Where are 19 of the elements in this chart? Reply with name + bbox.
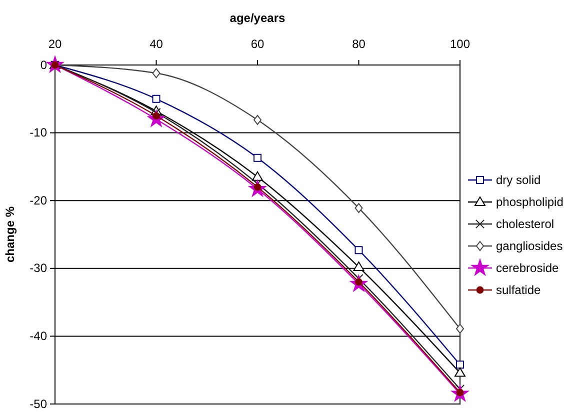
x-tick-label: 20	[48, 37, 62, 51]
y-tick-label: -30	[30, 261, 48, 276]
legend-label: sulfatide	[496, 283, 542, 297]
legend-label: phospholipid	[496, 195, 564, 209]
y-tick-label: -20	[30, 193, 48, 208]
legend-label: dry solid	[496, 173, 541, 187]
x-tick-label: 100	[450, 37, 470, 51]
legend-label: cholesterol	[496, 217, 554, 231]
x-tick-label: 40	[150, 37, 164, 51]
legend-label: cerebroside	[496, 261, 560, 275]
x-tick-label: 60	[250, 37, 264, 51]
y-tick-label: -50	[30, 396, 48, 411]
y-tick-label: 0	[40, 58, 48, 72]
x-axis-title: age/years	[230, 11, 286, 25]
y-axis-title: change %	[3, 206, 17, 263]
y-tick-label: -10	[30, 126, 48, 140]
y-tick-label: -40	[30, 329, 48, 344]
legend-label: gangliosides	[496, 239, 563, 253]
x-tick-label: 80	[352, 37, 366, 51]
